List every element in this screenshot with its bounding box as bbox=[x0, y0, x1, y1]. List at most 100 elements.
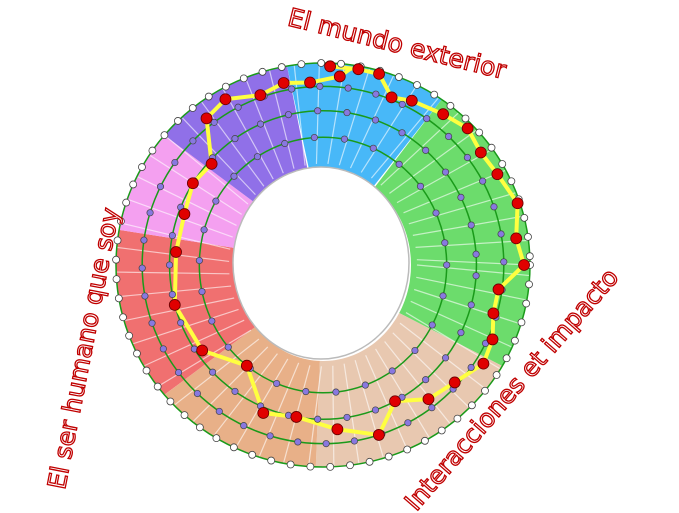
spoke bbox=[375, 348, 431, 439]
outer-node bbox=[511, 336, 519, 345]
outer-node bbox=[403, 445, 412, 454]
path-node bbox=[168, 299, 181, 311]
path-node bbox=[333, 70, 346, 83]
center-hole bbox=[232, 166, 410, 360]
ring-node bbox=[175, 368, 183, 377]
ring-node bbox=[344, 84, 352, 92]
outer-node bbox=[133, 349, 141, 358]
path-node bbox=[352, 63, 365, 76]
ring-node bbox=[467, 221, 475, 229]
ring-node bbox=[177, 319, 185, 327]
spoke bbox=[389, 129, 478, 194]
outer-node bbox=[195, 423, 204, 432]
sector bbox=[116, 229, 256, 395]
ring-node bbox=[361, 381, 369, 389]
ring-node bbox=[141, 292, 149, 300]
spoke bbox=[370, 97, 440, 179]
path-node bbox=[219, 93, 232, 106]
spoke bbox=[392, 332, 470, 409]
outer-node bbox=[112, 255, 120, 264]
spoke bbox=[212, 353, 278, 437]
outer-node bbox=[507, 177, 516, 186]
spoke bbox=[403, 169, 507, 214]
outer-node bbox=[212, 434, 221, 443]
ring-node bbox=[138, 264, 146, 272]
ring-node bbox=[294, 438, 302, 446]
spoke bbox=[343, 363, 360, 465]
path-node bbox=[304, 76, 316, 89]
outer-node bbox=[365, 457, 374, 466]
outer-node bbox=[437, 426, 446, 435]
ring-node bbox=[230, 172, 238, 180]
outer-node bbox=[174, 117, 182, 125]
ring-node bbox=[316, 82, 324, 90]
path-node bbox=[290, 411, 303, 423]
ring-node bbox=[322, 440, 330, 448]
ring-node bbox=[411, 346, 419, 355]
outer-node bbox=[148, 146, 157, 155]
ring-node bbox=[281, 139, 289, 148]
outer-node bbox=[267, 456, 276, 465]
outer-node bbox=[453, 414, 462, 423]
ring-node bbox=[343, 109, 351, 117]
spoke bbox=[338, 67, 371, 166]
ring-node bbox=[210, 118, 218, 126]
ring-node bbox=[404, 419, 412, 427]
outer-node bbox=[119, 313, 127, 322]
ring-node bbox=[398, 129, 406, 137]
path-node bbox=[477, 357, 490, 370]
ring-node bbox=[395, 160, 403, 168]
ring-node bbox=[445, 132, 453, 141]
ring-node bbox=[423, 115, 431, 123]
ring-node bbox=[140, 236, 148, 244]
spoke bbox=[380, 112, 460, 186]
spoke bbox=[384, 341, 451, 425]
ring-node bbox=[273, 379, 281, 388]
outer-node bbox=[481, 386, 489, 395]
sector bbox=[164, 66, 308, 204]
ring-node bbox=[148, 319, 156, 327]
ring-node bbox=[209, 368, 217, 376]
ring-node bbox=[398, 100, 406, 108]
ring-node bbox=[240, 422, 248, 430]
ring-node bbox=[166, 261, 174, 269]
spoke bbox=[181, 116, 256, 196]
sector bbox=[287, 63, 442, 187]
ring-node bbox=[372, 90, 380, 98]
label-el-ser-humano-que-soy: El ser humano que soy bbox=[42, 205, 125, 491]
outer-node bbox=[142, 366, 151, 375]
outer-node bbox=[166, 397, 175, 406]
outer-node bbox=[297, 60, 306, 69]
ring-node bbox=[371, 116, 380, 124]
ring-node bbox=[314, 107, 322, 115]
ring-node bbox=[195, 256, 203, 265]
path-node bbox=[385, 91, 398, 104]
spoke bbox=[127, 198, 233, 238]
ring-node bbox=[500, 258, 508, 266]
nodes bbox=[112, 59, 534, 471]
ring-node bbox=[432, 209, 440, 217]
spoke bbox=[332, 365, 335, 467]
outer-node bbox=[337, 59, 345, 68]
outer-node bbox=[138, 163, 146, 171]
path-node bbox=[491, 168, 504, 181]
outer-node bbox=[517, 318, 526, 327]
spoke bbox=[258, 362, 300, 458]
path-node bbox=[486, 333, 499, 346]
outer-node bbox=[112, 275, 121, 283]
ring-node bbox=[343, 413, 351, 421]
path-node bbox=[331, 423, 344, 436]
spoke bbox=[396, 148, 493, 204]
outer-node bbox=[346, 461, 354, 470]
outer-node bbox=[239, 74, 248, 83]
outer-node bbox=[468, 401, 476, 410]
path-node bbox=[257, 407, 270, 419]
outer-node bbox=[317, 59, 326, 67]
spoke bbox=[415, 239, 529, 249]
outer-node bbox=[525, 280, 533, 289]
path-node bbox=[170, 246, 182, 258]
spoke bbox=[143, 319, 245, 367]
outer-node bbox=[129, 180, 138, 189]
ring-node bbox=[350, 437, 358, 445]
